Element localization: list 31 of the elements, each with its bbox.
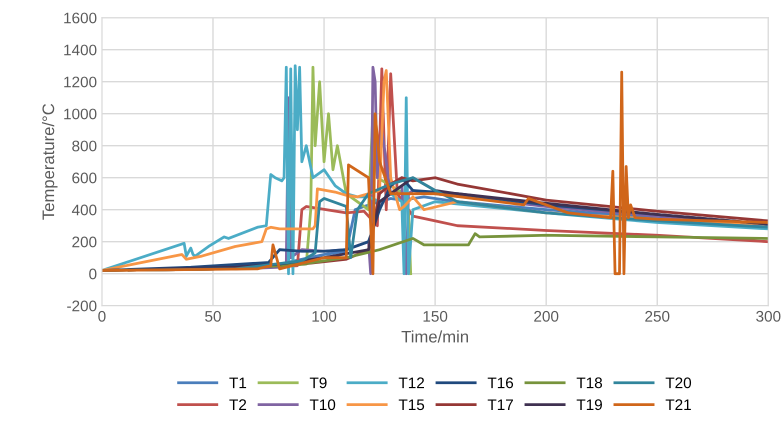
x-tick-label: 150 [424,310,448,322]
x-tick-label: 250 [645,310,670,322]
x-tick-label: 300 [756,310,780,322]
y-tick-label: 200 [72,236,96,248]
x-tick-label: 0 [98,310,106,322]
y-tick-label: 1400 [64,44,96,56]
legend-label: T10 [310,399,336,410]
y-tick-label: 800 [72,140,96,152]
legend-label: T18 [576,377,602,388]
y-tick-label: 1000 [64,108,96,120]
y-tick-label: 1200 [64,76,96,88]
legend-label: T9 [310,377,327,388]
legend-label: T16 [488,377,514,388]
y-axis-title: Temperature/°C [42,104,58,220]
legend-label: T15 [398,399,424,410]
x-tick-label: 50 [205,310,221,322]
legend-label: T20 [666,377,692,388]
x-tick-label: 100 [312,310,336,322]
y-tick-label: -200 [67,300,96,312]
y-tick-label: 1600 [64,12,96,24]
y-tick-label: 600 [72,172,96,184]
x-tick-label: 200 [534,310,558,322]
legend-label: T12 [398,377,424,388]
legend-label: T17 [488,399,513,410]
legend-label: T1 [229,378,246,388]
y-tick-label: 400 [72,204,96,216]
legend-label: T19 [576,399,602,410]
y-tick-label: 0 [89,268,96,280]
legend-label: T2 [229,399,246,410]
x-axis-title: Time/min [402,330,468,343]
legend-label: T21 [666,399,691,410]
